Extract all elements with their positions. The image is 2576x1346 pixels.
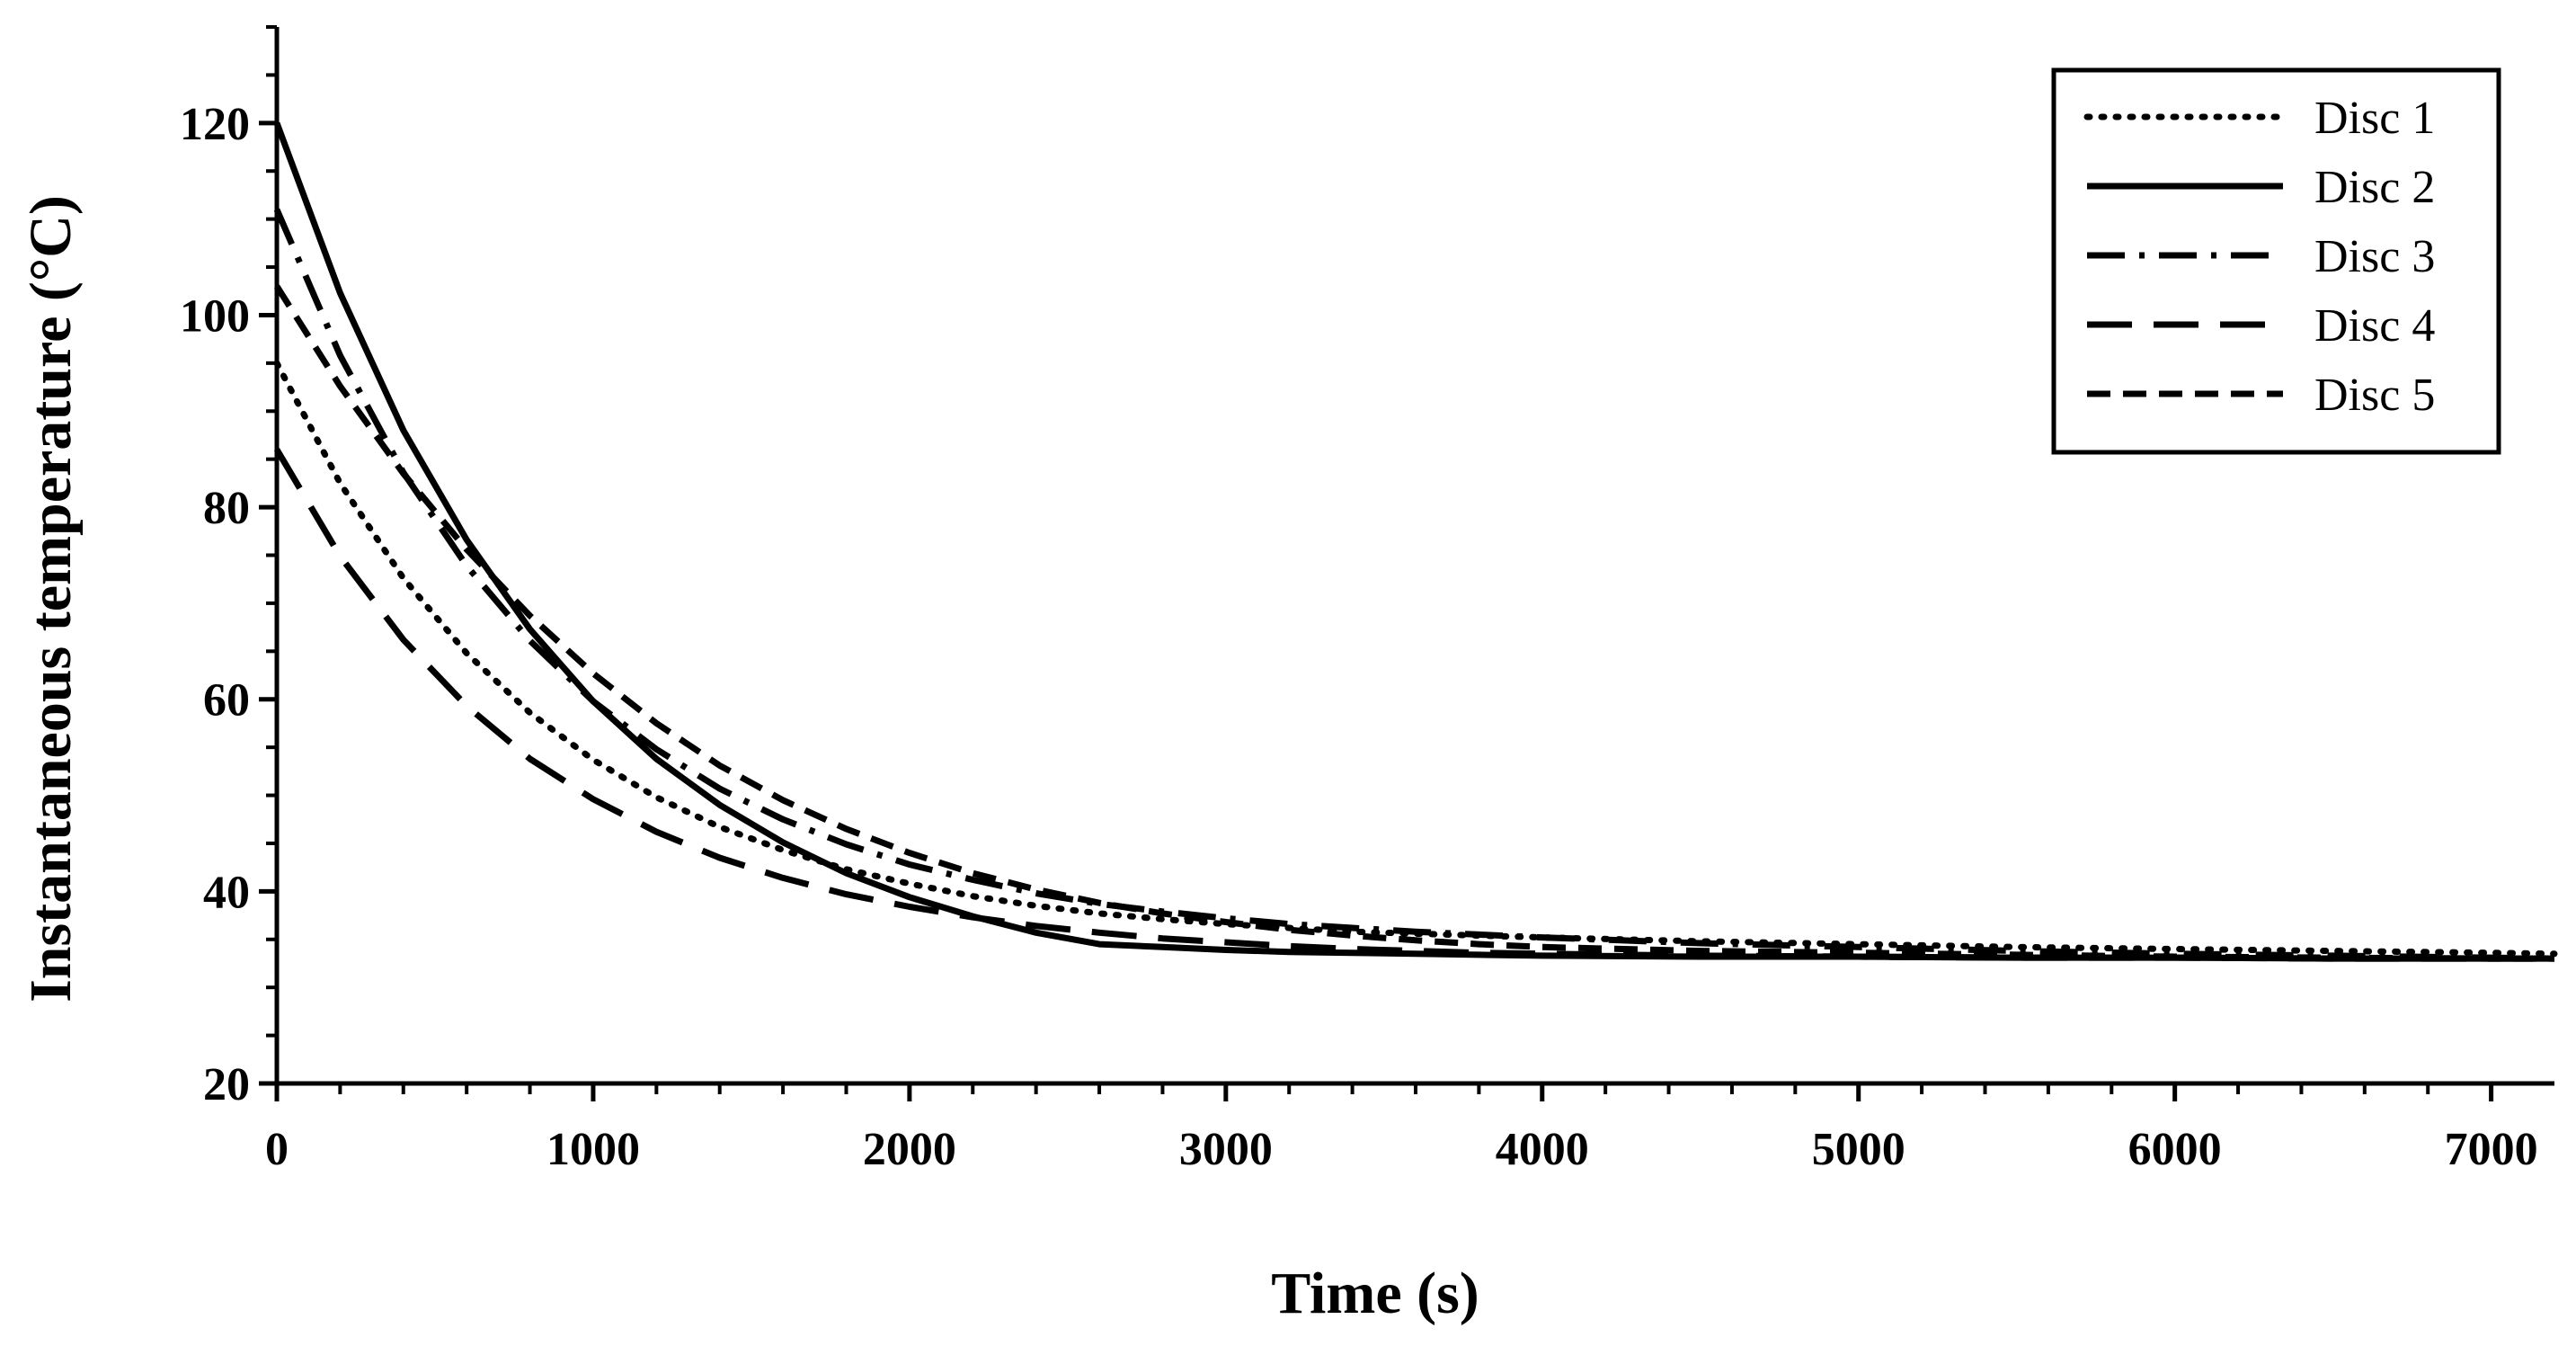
y-tick-label: 80	[203, 483, 250, 534]
y-tick-label: 20	[203, 1059, 250, 1110]
legend-box	[2051, 67, 2501, 455]
y-tick-label: 60	[203, 675, 250, 726]
legend-label-disc-3: Disc 3	[2314, 231, 2435, 282]
axis-layer: 0 1000 2000 3000 4000 5000 6000 7000 20 40 60 80 100…	[180, 25, 2554, 1175]
x-tick-label: 4000	[1496, 1124, 1589, 1175]
x-tick-label: 1000	[546, 1124, 640, 1175]
x-tick-label: 3000	[1179, 1124, 1273, 1175]
x-tick-label: 2000	[863, 1124, 956, 1175]
y-tick-label: 40	[203, 867, 250, 918]
series-line-disc-1	[273, 360, 2558, 958]
series-line-disc-5	[274, 284, 2554, 962]
legend-label-disc-5: Disc 5	[2314, 370, 2435, 421]
legend-label-disc-4: Disc 4	[2314, 300, 2435, 352]
legend-label-disc-1: Disc 1	[2314, 93, 2435, 144]
y-axis-title: Instantaneous temperature (°C)	[18, 195, 84, 1003]
x-tick-label: 5000	[1812, 1124, 1905, 1175]
x-tick-label: 7000	[2445, 1124, 2538, 1175]
legend: Disc 1 Disc 2 Disc 3 Disc 4 Disc 5	[2051, 67, 2501, 455]
y-tick-label: 120	[180, 99, 250, 150]
x-tick-label: 6000	[2128, 1124, 2222, 1175]
legend-label-disc-2: Disc 2	[2314, 162, 2435, 213]
x-tick-label: 0	[265, 1124, 289, 1175]
series-line-disc-2	[273, 121, 2554, 962]
x-axis-title: Time (s)	[1271, 1261, 1479, 1326]
series-layer	[273, 121, 2558, 962]
y-tick-label: 100	[180, 290, 250, 342]
series-line-disc-4	[273, 448, 2554, 962]
